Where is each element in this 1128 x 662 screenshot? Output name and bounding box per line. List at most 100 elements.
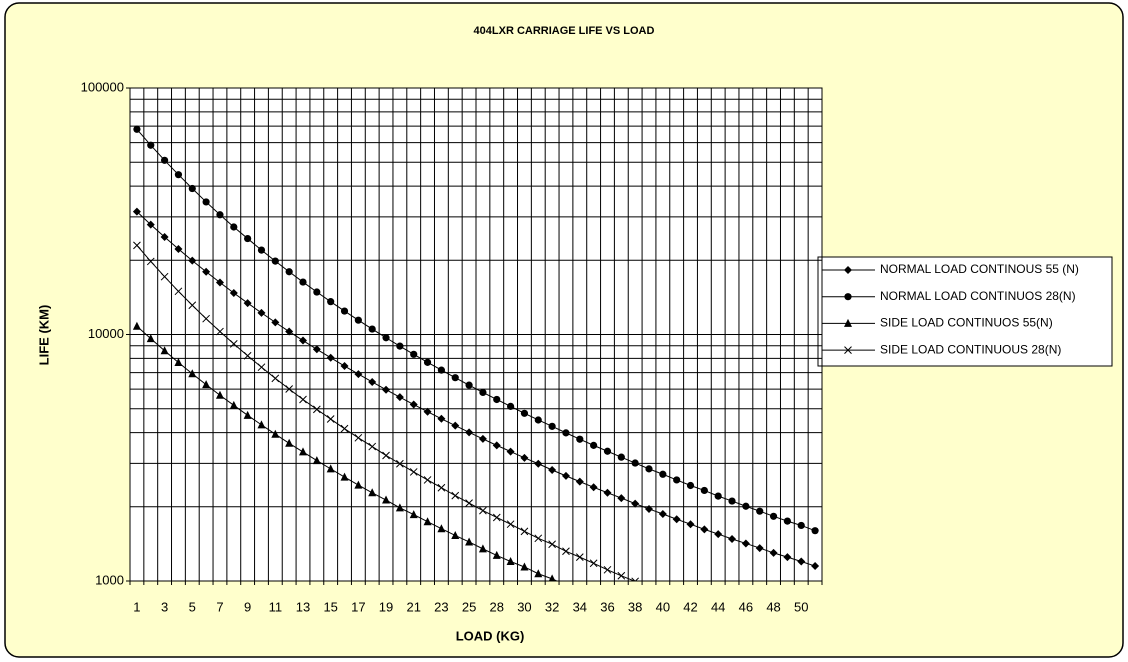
marker (465, 499, 473, 507)
marker (562, 547, 570, 556)
marker (423, 407, 432, 416)
series-layer (132, 125, 820, 581)
marker (146, 257, 155, 266)
marker (548, 574, 556, 581)
marker (312, 405, 321, 414)
marker (382, 495, 391, 504)
marker (368, 377, 377, 386)
x-tick-label: 38 (628, 599, 642, 614)
marker (631, 577, 640, 581)
marker (742, 502, 750, 510)
marker (216, 327, 224, 336)
marker (285, 438, 294, 447)
marker (451, 374, 459, 382)
marker (844, 293, 852, 301)
marker (382, 451, 390, 460)
x-tick-label: 21 (406, 599, 420, 614)
marker (230, 223, 238, 231)
marker (562, 429, 570, 437)
marker (645, 504, 653, 513)
marker (202, 314, 210, 323)
marker (368, 325, 376, 333)
marker (534, 569, 543, 578)
marker (271, 318, 280, 327)
marker (409, 468, 418, 476)
marker (465, 381, 473, 389)
marker (257, 308, 266, 317)
marker (437, 414, 446, 423)
marker (285, 385, 294, 393)
marker (174, 171, 183, 179)
marker (589, 483, 598, 492)
marker (271, 257, 279, 265)
marker (714, 492, 722, 500)
marker (451, 421, 460, 430)
marker (257, 246, 266, 254)
marker (229, 400, 238, 409)
marker (327, 298, 335, 306)
marker (493, 395, 501, 404)
x-tick-label: 9 (244, 599, 251, 614)
marker (382, 334, 390, 342)
x-tick-label: 40 (656, 599, 670, 614)
marker (811, 562, 820, 571)
marker (575, 477, 584, 486)
marker (769, 548, 778, 557)
marker (312, 456, 321, 465)
marker (244, 234, 252, 243)
marker (215, 390, 224, 399)
marker (326, 415, 335, 423)
marker (299, 336, 307, 345)
marker (603, 565, 612, 574)
marker (659, 470, 667, 478)
x-tick-label: 30 (517, 599, 531, 614)
marker (243, 410, 252, 419)
marker (409, 400, 418, 409)
marker (410, 350, 418, 358)
x-tick-label: 15 (323, 599, 337, 614)
marker (645, 465, 653, 473)
marker (229, 340, 238, 348)
marker (576, 435, 584, 443)
marker (520, 409, 529, 417)
y-axis-label: LIFE (KM) (36, 305, 51, 366)
marker (188, 369, 197, 378)
plot-border (129, 87, 823, 582)
x-tick-label: 3 (161, 599, 168, 614)
marker (769, 512, 778, 520)
marker (617, 494, 626, 503)
marker (133, 241, 141, 250)
marker (700, 486, 708, 495)
marker (313, 288, 321, 296)
marker (603, 488, 612, 497)
marker (174, 245, 183, 254)
marker (465, 537, 474, 546)
legend-label: SIDE LOAD CONTINUOUS 28(N) (880, 342, 1061, 356)
marker (844, 346, 852, 354)
marker (478, 434, 487, 443)
x-tick-label: 50 (794, 599, 808, 614)
marker (174, 357, 183, 366)
marker (603, 447, 612, 455)
legend-label: SIDE LOAD CONTINUOS 55(N) (880, 316, 1053, 330)
marker (741, 539, 750, 548)
marker (492, 550, 501, 559)
y-tick-label: 10000 (88, 326, 124, 341)
marker (673, 476, 681, 484)
marker (783, 553, 792, 562)
marker (478, 544, 487, 553)
marker (132, 207, 141, 216)
marker (437, 366, 445, 374)
marker (520, 527, 529, 536)
marker (617, 453, 625, 461)
x-tick-label: 13 (296, 599, 310, 614)
y-tick-label: 1000 (95, 572, 124, 587)
marker (271, 374, 280, 383)
marker (686, 520, 695, 529)
marker (506, 520, 515, 529)
marker (174, 287, 183, 296)
chart-title: 404LXR CARRIAGE LIFE VS LOAD (474, 25, 655, 37)
marker (161, 156, 169, 164)
marker (340, 307, 349, 315)
